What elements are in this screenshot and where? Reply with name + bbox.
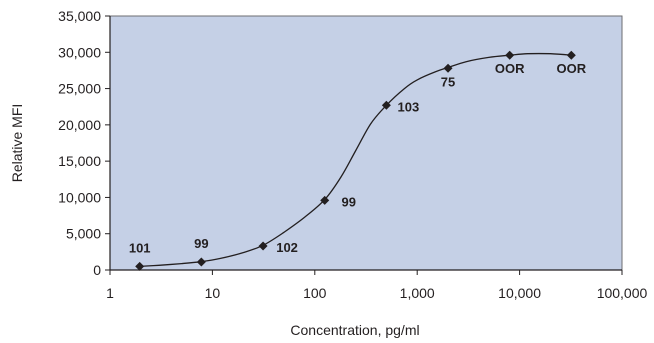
data-point bbox=[566, 50, 576, 60]
data-label: 99 bbox=[194, 236, 208, 251]
data-label: 102 bbox=[276, 240, 298, 255]
x-tick-label: 100 bbox=[303, 285, 327, 301]
data-label: OOR bbox=[495, 61, 525, 76]
x-tick-label: 1,000 bbox=[400, 285, 435, 301]
data-point bbox=[135, 261, 145, 271]
x-tick-label: 10 bbox=[205, 285, 221, 301]
x-tick-label: 10,000 bbox=[498, 285, 541, 301]
x-tick-label: 1 bbox=[106, 285, 114, 301]
data-label: 103 bbox=[398, 99, 420, 114]
fit-curve bbox=[139, 52, 572, 268]
y-tick-label: 30,000 bbox=[58, 44, 101, 60]
data-label: 99 bbox=[341, 194, 355, 209]
data-point bbox=[196, 257, 206, 267]
y-tick-label: 20,000 bbox=[58, 117, 101, 133]
y-tick-label: 35,000 bbox=[58, 8, 101, 24]
data-label: OOR bbox=[557, 61, 587, 76]
data-point bbox=[258, 241, 268, 251]
data-label: 75 bbox=[441, 74, 455, 89]
y-tick-label: 5,000 bbox=[66, 226, 101, 242]
data-point bbox=[381, 100, 391, 110]
plot-area bbox=[109, 15, 623, 271]
y-tick-label: 15,000 bbox=[58, 153, 101, 169]
y-tick-label: 25,000 bbox=[58, 81, 101, 97]
data-point bbox=[505, 50, 515, 60]
data-point bbox=[320, 195, 330, 205]
y-axis-title: Relative MFI bbox=[9, 104, 25, 183]
x-tick-label: 100,000 bbox=[597, 285, 648, 301]
y-tick-label: 0 bbox=[93, 262, 101, 278]
x-axis-title: Concentration, pg/ml bbox=[290, 322, 419, 338]
data-label: 101 bbox=[129, 240, 151, 255]
data-point bbox=[443, 63, 453, 73]
y-tick-label: 10,000 bbox=[58, 189, 101, 205]
